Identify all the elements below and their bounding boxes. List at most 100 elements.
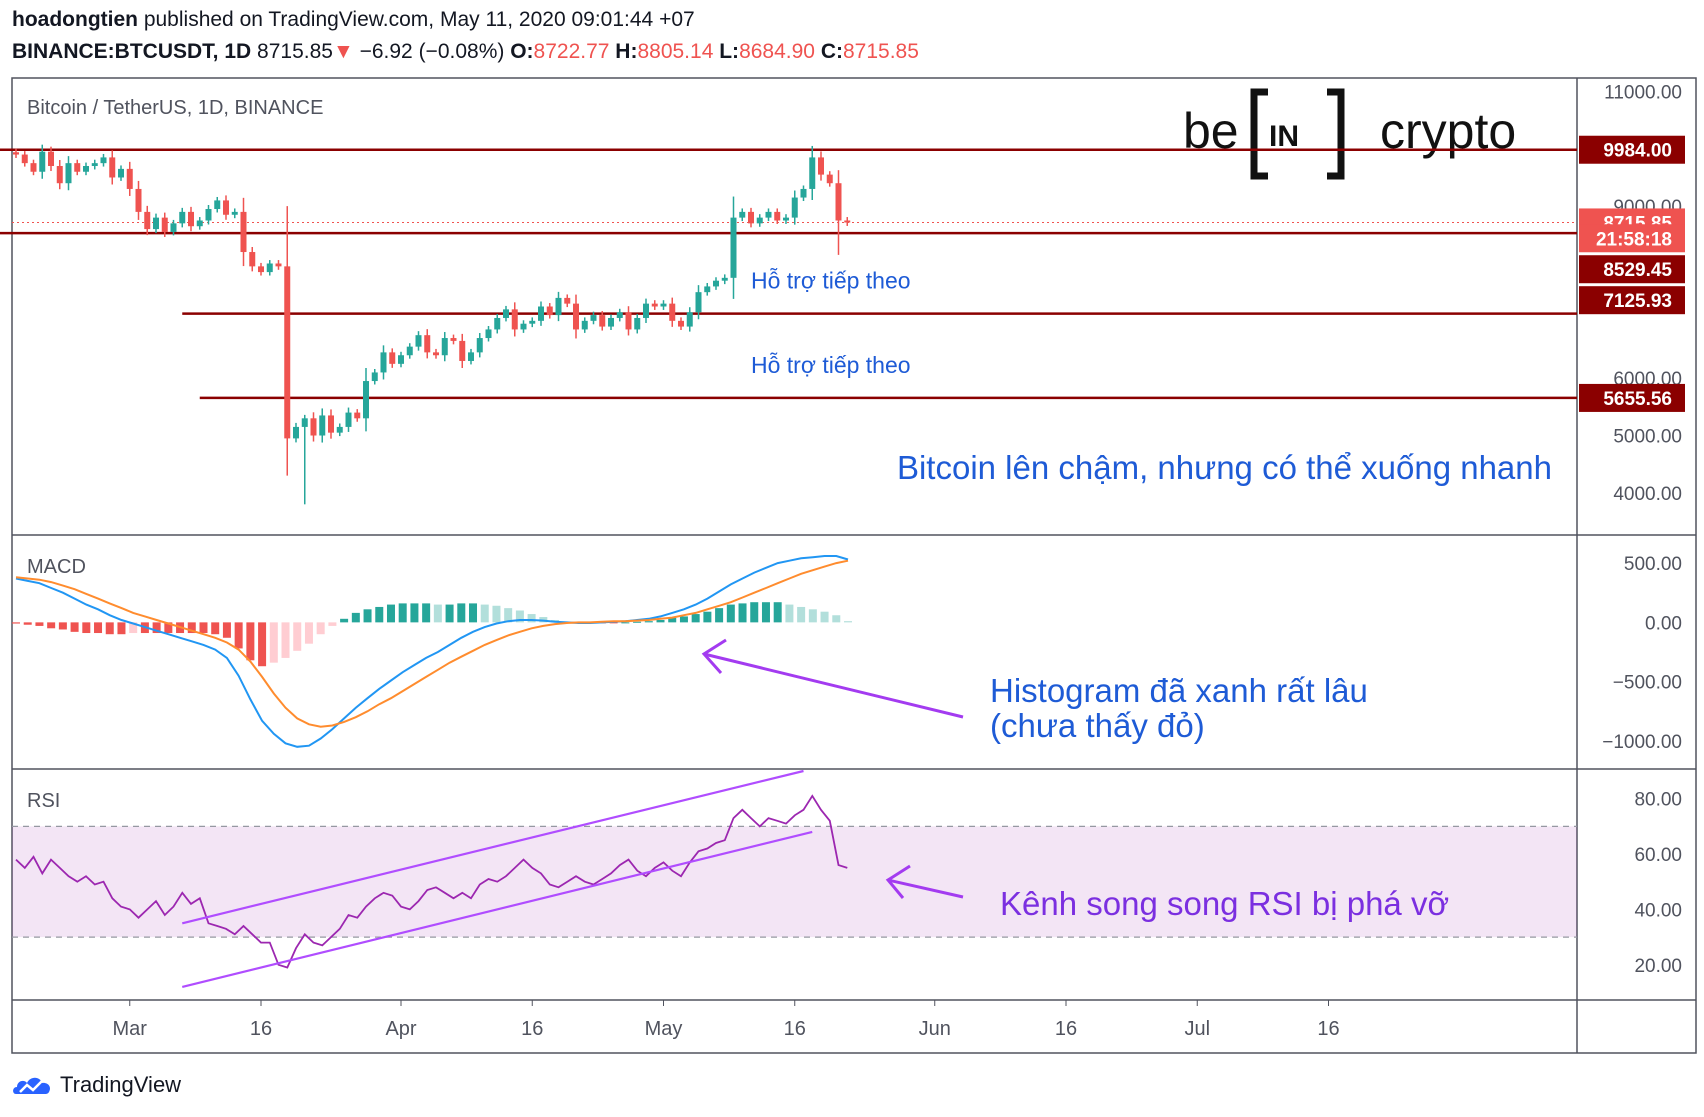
histogram-bar-22 (269, 622, 278, 663)
candle-body-72 (643, 303, 649, 318)
candle-body-48 (433, 352, 439, 356)
logo-left-bracket (1250, 88, 1268, 180)
histogram-bar-13 (164, 622, 173, 634)
histogram-bar-43 (515, 610, 524, 623)
candle-body-57 (511, 309, 518, 330)
rsi-y-tick-2: 40.00 (1634, 900, 1682, 921)
candle-body-64 (573, 303, 579, 330)
tradingview-brand[interactable]: TradingView (12, 1072, 181, 1098)
candle-body-69 (616, 312, 623, 318)
price-tag-4: 7125.93 (1603, 291, 1672, 312)
candle-body-49 (441, 338, 448, 356)
histogram-bar-19 (234, 622, 243, 649)
histogram-bar-67 (797, 606, 806, 623)
rsi-annotation-0: Kênh song song RSI bị phá vỡ (1000, 885, 1449, 922)
candle-body-54 (485, 329, 492, 339)
rsi-channel-upper (181, 769, 804, 925)
price-tag-bg-5 (1579, 383, 1685, 412)
histogram-bar-20 (246, 622, 255, 661)
histogram-bar-9 (117, 622, 126, 635)
histogram-bar-2 (35, 622, 44, 626)
candle-body-18 (170, 223, 177, 232)
histogram-bar-53 (633, 621, 642, 623)
histogram-bar-69 (820, 611, 829, 623)
price-tag-bg-0 (1579, 135, 1685, 164)
price-annotation-0: Hỗ trợ tiếp theo (751, 268, 911, 294)
rsi-arrow (885, 864, 964, 899)
candle-body-31 (284, 266, 291, 439)
histogram-bar-55 (656, 619, 665, 623)
histogram-bar-34 (410, 603, 419, 623)
candle-body-34 (310, 418, 317, 436)
histogram-bar-6 (82, 622, 91, 634)
candle-body-15 (144, 211, 151, 230)
histogram-bar-40 (480, 604, 489, 623)
symbol-label[interactable]: BINANCE:BTCUSDT, 1D (12, 40, 252, 63)
candle-body-68 (608, 317, 614, 327)
histogram-bar-24 (293, 622, 302, 651)
histogram-bar-60 (715, 608, 724, 623)
price-tag-bg-4 (1579, 286, 1685, 315)
candle-body-28 (258, 266, 264, 273)
histogram-bar-17 (211, 622, 220, 635)
macd-arrow-line (703, 652, 964, 719)
candle-body-45 (406, 346, 413, 356)
candle-body-37 (336, 426, 343, 433)
candle-body-22 (205, 209, 212, 221)
candle-body-59 (529, 320, 536, 324)
x-tick-2: Apr (385, 1018, 416, 1040)
price-annotation-2: Bitcoin lên chậm, nhưng có thể xuống nha… (897, 449, 1552, 486)
candle-body-13 (126, 168, 133, 189)
candle-body-11 (109, 157, 116, 178)
candle-body-55 (494, 317, 501, 330)
rsi-arrow-head-icon (885, 864, 911, 899)
macd-y-tick-3: −1000.00 (1602, 732, 1682, 753)
candle-body-46 (415, 335, 422, 347)
candle-body-0 (13, 152, 19, 155)
candle-body-92 (818, 157, 824, 175)
candle-body-20 (188, 211, 194, 227)
histogram-bar-37 (445, 604, 454, 623)
price-tag-0: 9984.00 (1603, 141, 1672, 162)
histogram-bar-62 (738, 603, 747, 623)
candle-body-74 (660, 303, 667, 307)
author[interactable]: hoadongtien (12, 8, 138, 31)
low-value: 8684.90 (739, 40, 815, 63)
candle-body-79 (704, 286, 711, 293)
rsi-channel-lower (181, 830, 813, 988)
candle-body-70 (625, 312, 632, 330)
last-price: 8715.85 (257, 40, 333, 63)
candle-body-60 (538, 306, 544, 321)
histogram-bar-33 (398, 603, 407, 623)
axes: 11000.009000.006000.005000.004000.009984… (113, 82, 1685, 1040)
histogram-bar-16 (199, 622, 208, 634)
rsi-y-tick-1: 60.00 (1634, 845, 1682, 866)
candle-body-9 (91, 163, 98, 167)
candle-body-88 (783, 217, 789, 221)
candle-body-65 (581, 320, 588, 330)
close-label: C: (820, 40, 843, 63)
candle-body-32 (293, 426, 299, 439)
candle-body-14 (135, 188, 142, 212)
macd-annotation: Histogram đã xanh rất lâu (chưa thấy đỏ) (701, 638, 1368, 744)
price-tag-bg-2 (1579, 224, 1685, 253)
rsi-y-tick-0: 80.00 (1634, 790, 1682, 811)
x-tick-0: Mar (113, 1018, 148, 1040)
candle-body-10 (100, 157, 107, 164)
rsi-band (12, 826, 1577, 938)
candle-body-85 (756, 217, 763, 224)
candle-body-67 (599, 315, 606, 327)
histogram-bar-23 (281, 622, 290, 658)
candle-body-24 (223, 200, 229, 215)
price-y-tick-3: 5000.00 (1613, 427, 1682, 448)
logo-right-bracket (1327, 88, 1345, 180)
candle-body-39 (354, 412, 361, 419)
histogram-bar-52 (621, 622, 630, 624)
rsi-pane-title: RSI (27, 790, 60, 812)
macd-y-tick-0: 500.00 (1624, 554, 1682, 575)
price-tag-bg-3 (1579, 255, 1685, 284)
histogram-bar-41 (492, 605, 501, 623)
histogram-bar-32 (386, 604, 395, 623)
histogram-bar-44 (527, 614, 536, 623)
